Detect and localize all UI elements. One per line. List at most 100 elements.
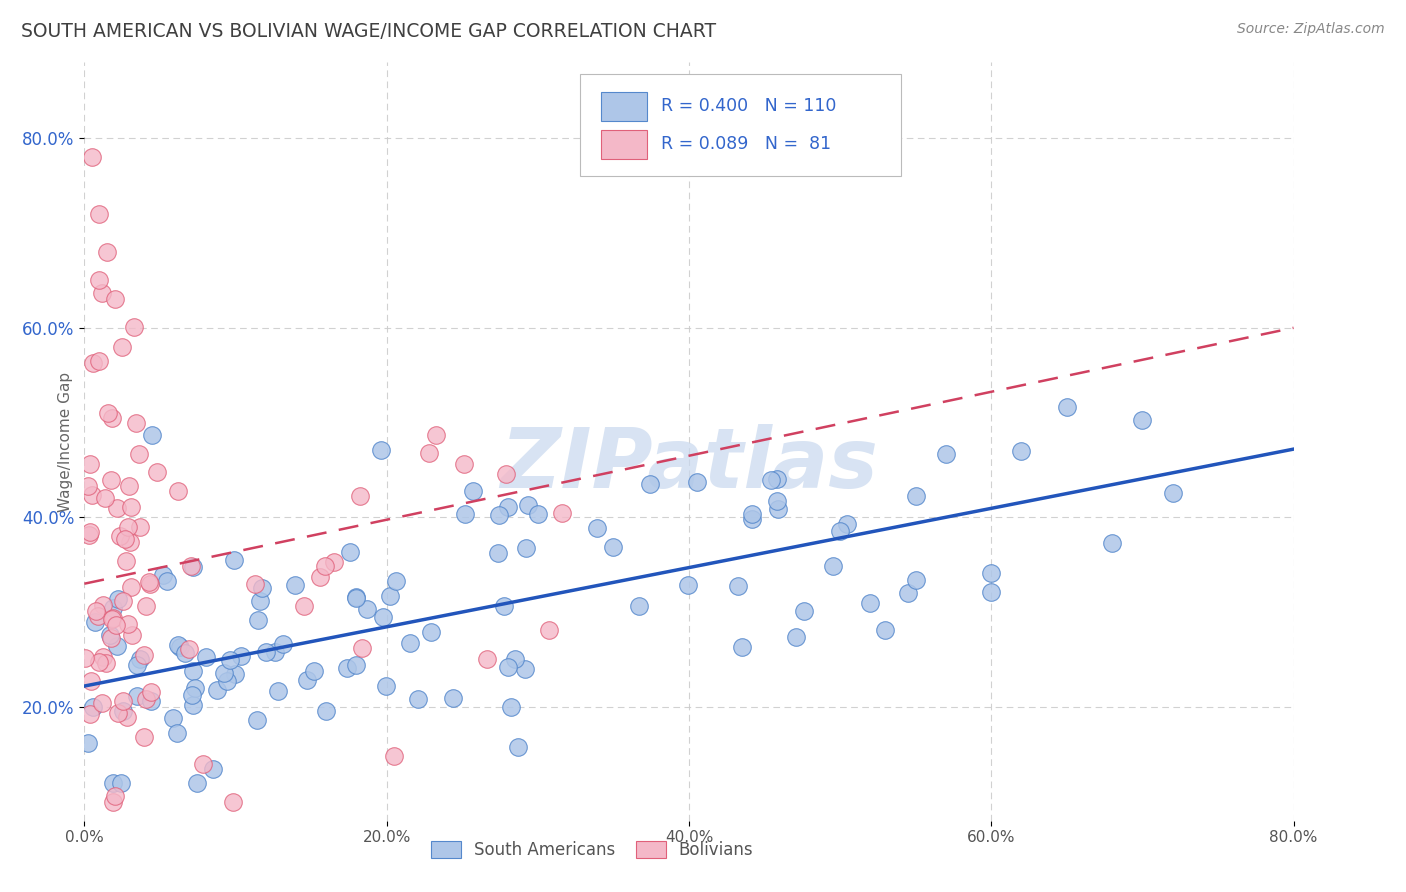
Point (264, 645, 287, 659)
Point (145, 465, 167, 479)
Point (111, 340, 134, 354)
Point (111, 704, 134, 718)
Point (80, 673, 103, 688)
Point (135, 599, 157, 614)
Point (128, 652, 150, 666)
Point (132, 648, 155, 662)
Point (162, 710, 184, 724)
Point (79, 525, 101, 540)
Point (501, 700, 523, 714)
Point (214, 665, 236, 680)
Point (759, 473, 782, 487)
Point (77, 527, 100, 541)
Point (101, 776, 124, 790)
Point (125, 416, 148, 430)
Text: SOUTH AMERICAN VS BOLIVIAN WAGE/INCOME GAP CORRELATION CHART: SOUTH AMERICAN VS BOLIVIAN WAGE/INCOME G… (21, 22, 716, 41)
Point (271, 637, 294, 651)
Point (104, 293, 127, 307)
Point (105, 639, 128, 653)
Point (105, 617, 128, 632)
Point (349, 489, 371, 503)
Point (101, 601, 124, 615)
Point (112, 694, 135, 708)
Point (117, 616, 139, 631)
Point (195, 650, 218, 665)
Point (84, 604, 107, 618)
Point (292, 599, 315, 614)
Point (551, 506, 574, 520)
FancyBboxPatch shape (581, 74, 901, 177)
Point (350, 641, 373, 656)
Point (128, 446, 150, 460)
Text: Source: ZipAtlas.com: Source: ZipAtlas.com (1237, 22, 1385, 37)
Point (222, 795, 245, 809)
Point (91, 649, 114, 664)
Point (766, 472, 789, 486)
Point (1161, 486, 1184, 500)
Point (107, 501, 129, 516)
Point (793, 604, 815, 618)
Point (73, 651, 96, 665)
Point (120, 500, 142, 514)
Point (186, 776, 208, 790)
Text: ZIPatlas: ZIPatlas (501, 424, 877, 505)
Point (173, 646, 195, 660)
Point (508, 740, 530, 755)
Point (420, 624, 443, 639)
Point (100, 473, 122, 487)
Text: R = 0.400   N = 110: R = 0.400 N = 110 (661, 97, 837, 115)
Point (245, 577, 267, 591)
Point (135, 691, 157, 706)
Point (183, 560, 205, 574)
Point (205, 683, 228, 698)
Point (169, 640, 191, 654)
Point (110, 776, 132, 790)
Point (295, 673, 318, 687)
Point (585, 521, 607, 535)
Point (492, 599, 515, 614)
Point (101, 410, 124, 425)
Point (104, 789, 127, 804)
Point (180, 688, 202, 702)
Point (1056, 400, 1078, 414)
Point (904, 489, 927, 503)
Point (224, 666, 246, 681)
Point (766, 502, 789, 516)
Point (454, 507, 477, 521)
Point (82, 699, 104, 714)
Point (859, 596, 882, 610)
Point (602, 540, 624, 554)
Point (267, 684, 290, 698)
Point (96, 406, 118, 420)
Point (82, 488, 104, 502)
Point (77, 736, 100, 750)
Point (139, 684, 162, 698)
Point (897, 586, 920, 600)
Point (90, 696, 112, 710)
Point (82, 356, 104, 370)
Point (249, 594, 271, 608)
Point (110, 529, 132, 543)
Text: R = 0.089   N =  81: R = 0.089 N = 81 (661, 136, 831, 153)
Point (1130, 413, 1153, 427)
Point (336, 660, 359, 674)
Point (628, 599, 651, 613)
Point (183, 698, 205, 712)
Point (79, 707, 101, 722)
Point (127, 689, 149, 703)
Point (180, 558, 202, 573)
Point (94, 491, 117, 505)
Point (527, 507, 550, 521)
Point (218, 653, 240, 667)
Point (1011, 444, 1033, 458)
Point (314, 558, 336, 573)
Point (515, 541, 537, 555)
Point (101, 611, 124, 625)
Point (117, 520, 139, 534)
Point (89, 207, 111, 221)
Point (120, 535, 142, 549)
Point (339, 545, 361, 559)
Point (344, 591, 367, 605)
Point (322, 556, 344, 570)
Point (785, 630, 807, 644)
